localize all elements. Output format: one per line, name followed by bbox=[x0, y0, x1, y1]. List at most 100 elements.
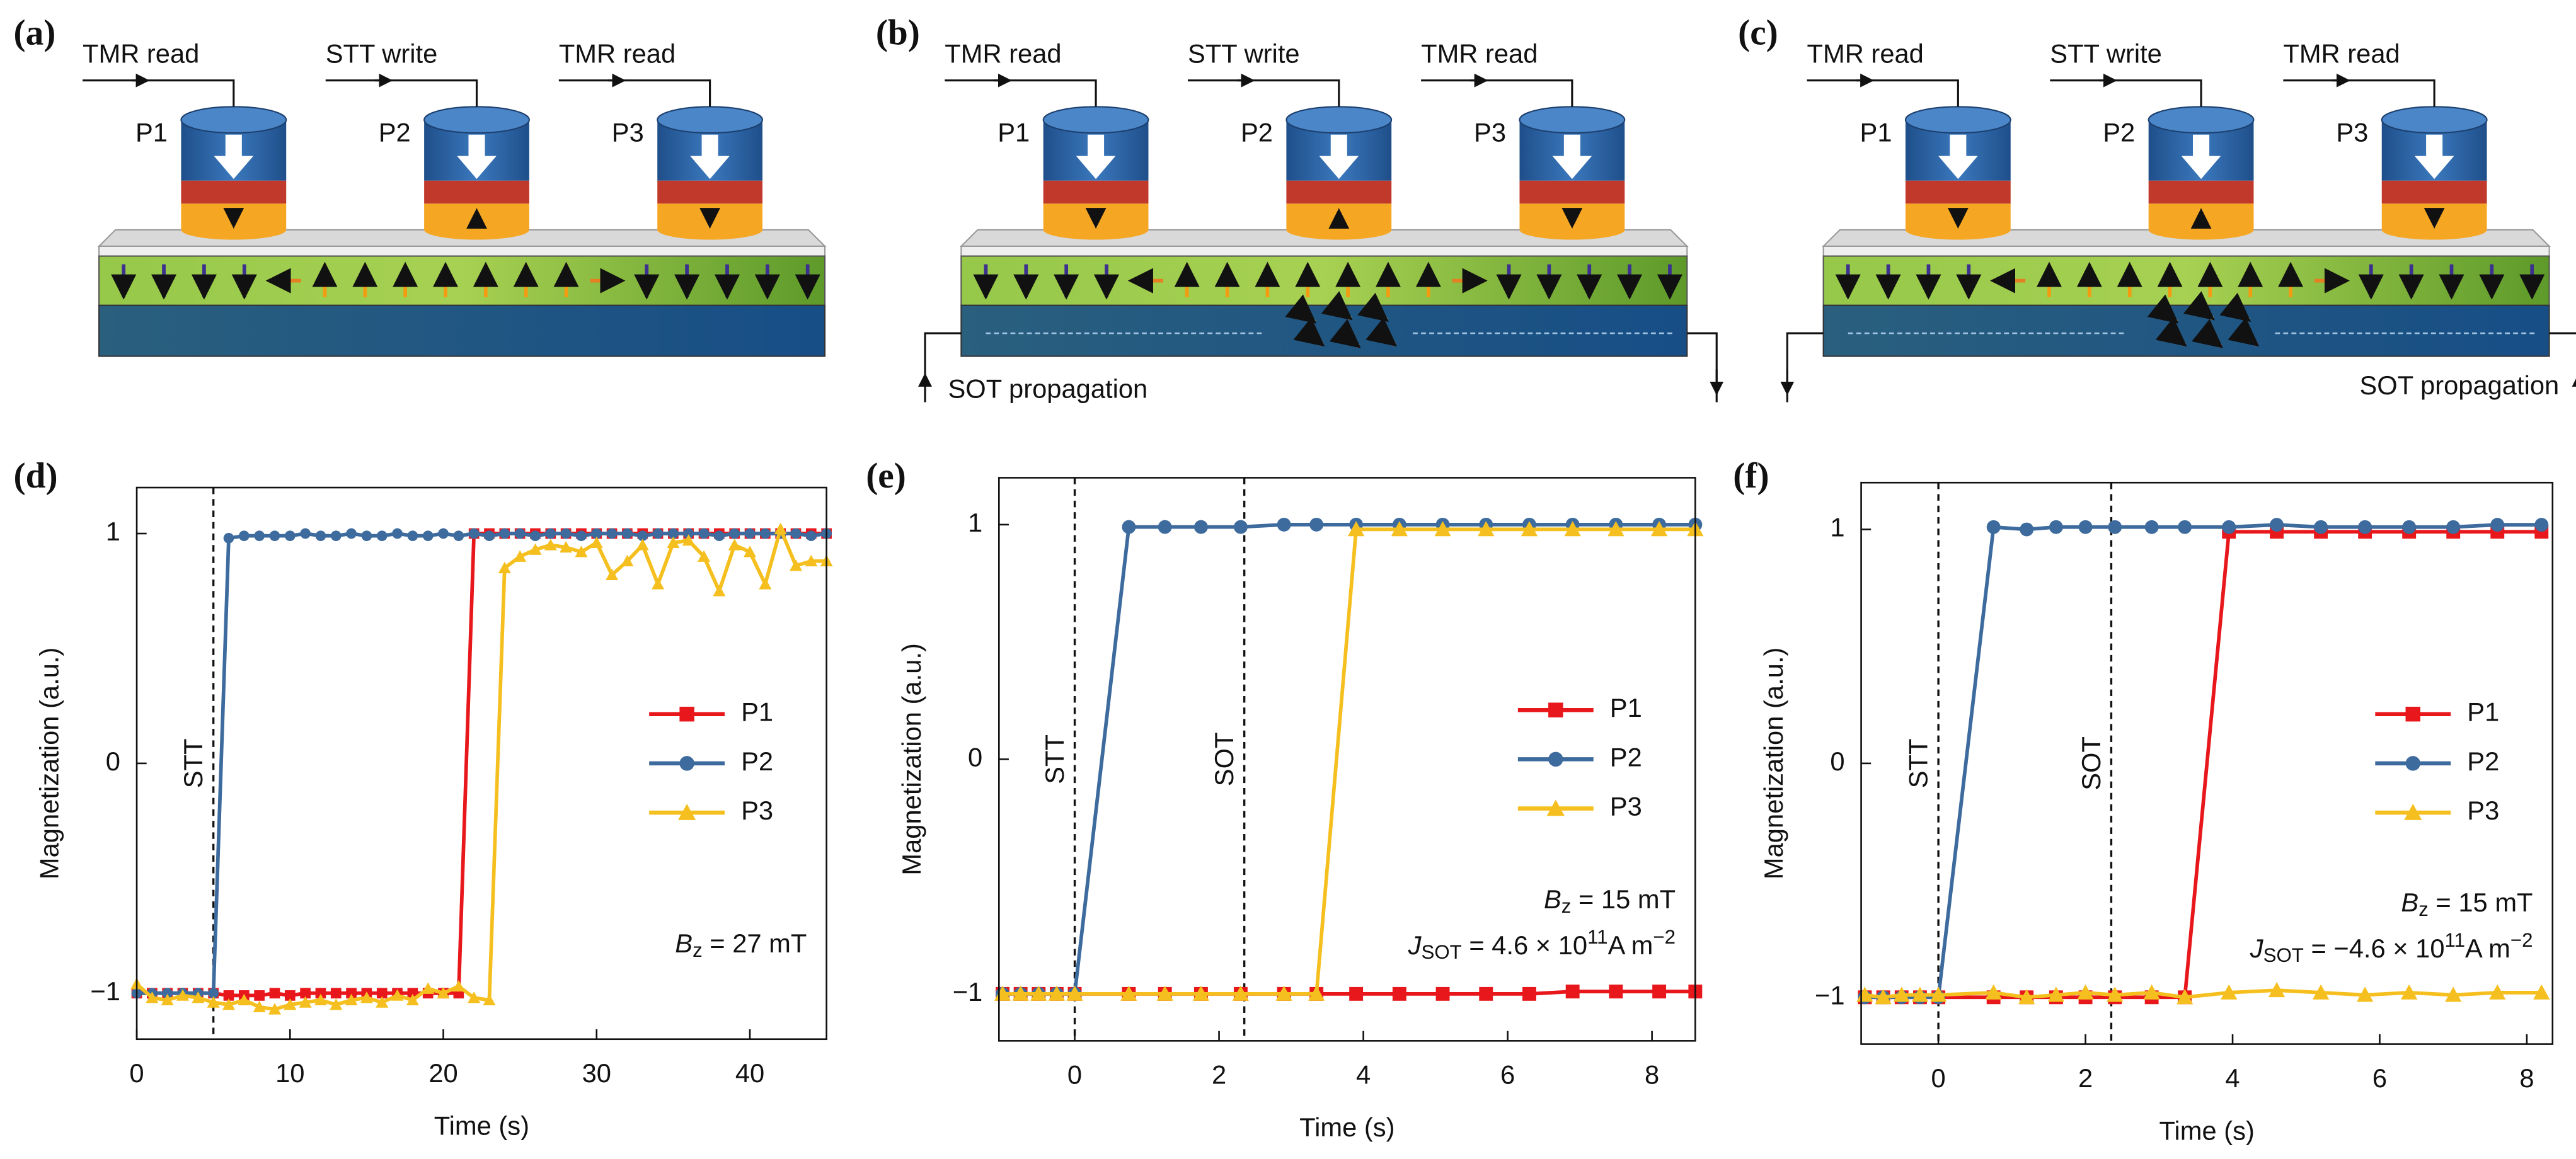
x-tick-label: 30 bbox=[582, 1058, 611, 1088]
marker bbox=[2312, 984, 2330, 1000]
marker bbox=[284, 530, 296, 542]
marker bbox=[407, 988, 418, 999]
pillar-bottom-base bbox=[657, 220, 763, 240]
y-tick-label: −1 bbox=[90, 976, 120, 1006]
legend-marker bbox=[1548, 702, 1563, 717]
x-tick-label: 0 bbox=[129, 1058, 144, 1088]
annotation-part: = 4.6 × 10 bbox=[1462, 930, 1587, 960]
marker bbox=[576, 530, 587, 542]
marker bbox=[284, 998, 297, 1010]
x-tick-label: 2 bbox=[1212, 1060, 1226, 1090]
annotation-part: J bbox=[2250, 933, 2264, 963]
marker bbox=[2221, 984, 2238, 1000]
marker bbox=[2108, 520, 2122, 534]
marker bbox=[2534, 518, 2549, 532]
marker bbox=[1309, 517, 1324, 532]
marker bbox=[484, 530, 495, 542]
marker bbox=[728, 539, 741, 551]
marker bbox=[2077, 984, 2094, 1000]
y-tick-label: 1 bbox=[106, 517, 120, 546]
marker bbox=[269, 530, 280, 542]
marker bbox=[1522, 986, 1536, 1001]
marker bbox=[1232, 985, 1250, 1001]
pillar-arrow bbox=[1319, 134, 1359, 180]
marker bbox=[2402, 520, 2417, 534]
marker bbox=[192, 991, 205, 1003]
series-line bbox=[1865, 523, 2542, 1000]
marker bbox=[146, 991, 159, 1003]
marker bbox=[391, 989, 404, 1001]
marker bbox=[1609, 985, 1623, 999]
marker bbox=[330, 988, 342, 999]
marker bbox=[376, 530, 388, 542]
marker bbox=[713, 585, 726, 597]
pillar-top bbox=[2148, 106, 2255, 134]
pillar-bottom-base bbox=[1043, 220, 1149, 240]
marker bbox=[652, 528, 664, 539]
x-tick-label: 20 bbox=[428, 1058, 457, 1088]
substrate bbox=[98, 304, 826, 357]
marker bbox=[590, 536, 603, 548]
marker bbox=[2401, 984, 2418, 1000]
schematic: (a) P1 TMR read P2 STT write P3 TMR read bbox=[14, 13, 827, 357]
marker bbox=[652, 578, 665, 590]
marker bbox=[222, 998, 235, 1010]
pillar-arrow bbox=[1938, 134, 1978, 180]
pillar-label: P3 bbox=[1474, 118, 1506, 147]
wire bbox=[945, 79, 1097, 107]
marker bbox=[452, 979, 465, 992]
legend-label: P2 bbox=[1610, 742, 1642, 772]
marker bbox=[714, 530, 725, 542]
legend-label: P1 bbox=[1610, 693, 1642, 722]
legend-marker bbox=[679, 756, 694, 771]
annotation-part: B bbox=[2401, 888, 2418, 917]
marker bbox=[2314, 520, 2328, 534]
event-label: SOT bbox=[1209, 733, 1239, 787]
annotation: Bz = 15 mT bbox=[1544, 884, 1676, 917]
legend-marker bbox=[1546, 799, 1565, 816]
pillar-spacer bbox=[657, 180, 763, 204]
x-tick-label: 6 bbox=[2372, 1063, 2387, 1093]
marker bbox=[789, 559, 803, 571]
marker bbox=[529, 543, 542, 555]
panel-label: (b) bbox=[876, 13, 920, 52]
operation-label: TMR read bbox=[2283, 39, 2400, 69]
pillar-label: P1 bbox=[998, 118, 1030, 147]
marker bbox=[1030, 985, 1047, 1001]
marker bbox=[621, 554, 634, 567]
annotation-part: z bbox=[2418, 898, 2429, 920]
spin-accumulation bbox=[1321, 291, 1353, 321]
marker bbox=[499, 528, 510, 539]
free-layer bbox=[1822, 255, 2550, 306]
marker bbox=[530, 530, 541, 542]
y-tick-label: 1 bbox=[968, 508, 982, 537]
x-tick-label: 8 bbox=[2519, 1063, 2534, 1093]
marker bbox=[560, 528, 572, 539]
marker bbox=[2446, 520, 2461, 534]
marker bbox=[2176, 989, 2194, 1005]
legend-label: P3 bbox=[741, 796, 773, 825]
pillar-arrow bbox=[1076, 134, 1116, 180]
marker bbox=[606, 528, 618, 539]
pillar-arrow bbox=[2414, 134, 2454, 180]
marker bbox=[468, 528, 480, 539]
pillar-arrow bbox=[214, 134, 254, 180]
legend-label: P1 bbox=[2467, 697, 2499, 727]
annotation-part: z bbox=[1561, 894, 1572, 916]
marker bbox=[575, 545, 588, 557]
pillar-bottom-base bbox=[181, 220, 287, 240]
marker bbox=[176, 989, 190, 1001]
marker bbox=[1434, 521, 1451, 537]
annotation-part: B bbox=[1544, 884, 1561, 914]
annotation-part: 11 bbox=[1587, 926, 1607, 948]
marker bbox=[1564, 521, 1581, 537]
marker bbox=[300, 528, 311, 539]
marker bbox=[1911, 986, 1929, 1002]
annotation-part: −2 bbox=[1653, 926, 1676, 948]
marker bbox=[698, 550, 711, 562]
marker bbox=[2533, 984, 2550, 1000]
legend-marker bbox=[2405, 706, 2420, 722]
y-tick-label: −1 bbox=[953, 977, 983, 1007]
top-plate-edge bbox=[960, 245, 1688, 257]
